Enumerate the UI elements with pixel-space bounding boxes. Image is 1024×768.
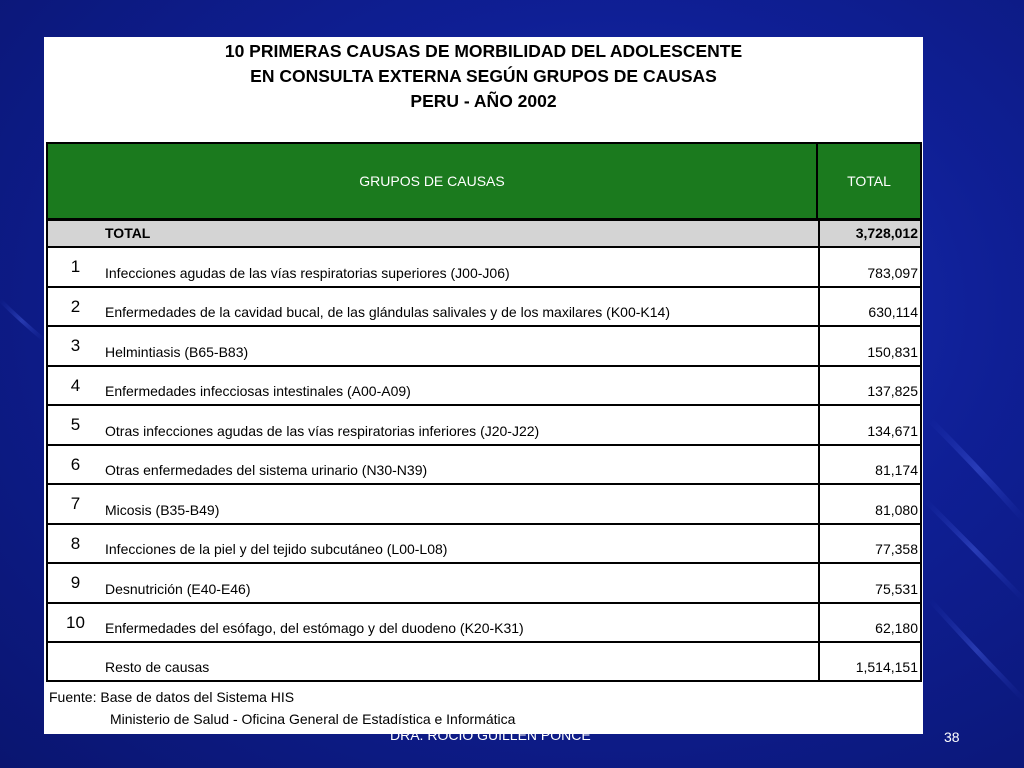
row-value-cell: 62,180 [818, 603, 920, 641]
row-rank: 9 [70, 573, 81, 592]
row-value-cell: 783,097 [818, 248, 920, 286]
table-total-row: TOTAL 3,728,012 [48, 221, 920, 248]
row-cause: Enfermedades de la cavidad bucal, de las… [105, 304, 670, 320]
table-row: 4 Enfermedades infecciosas intestinales … [48, 366, 920, 406]
row-cause: Infecciones agudas de las vías respirato… [105, 264, 510, 281]
row-rank: 1 [70, 257, 81, 276]
row-cause: Desnutrición (E40-E46) [105, 580, 251, 597]
table-row: 2 Enfermedades de la cavidad bucal, de l… [48, 287, 920, 327]
row-value-cell: 137,825 [818, 366, 920, 404]
table-row: 6 Otras enfermedades del sistema urinari… [48, 445, 920, 485]
morbidity-table: GRUPOS DE CAUSAS TOTAL TOTAL 3,728,012 1… [46, 142, 922, 682]
title-line-3: PERU - AÑO 2002 [410, 91, 557, 111]
row-value: 134,671 [867, 422, 918, 439]
row-value-cell: 630,114 [818, 287, 920, 325]
row-value: 62,180 [875, 620, 918, 636]
table-row: 1 Infecciones agudas de las vías respira… [48, 248, 920, 288]
table-row: 10 Enfermedades del esófago, del estómag… [48, 603, 920, 643]
source-note: Fuente: Base de datos del Sistema HIS Mi… [49, 686, 515, 730]
row-cause: Enfermedades infecciosas intestinales (A… [105, 383, 411, 399]
row-value: 1,514,151 [855, 659, 918, 675]
table-row: 5 Otras infecciones agudas de las vías r… [48, 406, 920, 446]
row-cause: Helmintiasis (B65-B83) [105, 343, 249, 360]
row-cause: Infecciones de la piel y del tejido subc… [105, 541, 448, 557]
row-value: 150,831 [867, 343, 918, 360]
row-cause: Resto de causas [105, 659, 210, 675]
row-rank: 7 [70, 494, 81, 513]
row-rank: 8 [70, 533, 81, 553]
title-line-1: 10 PRIMERAS CAUSAS DE MORBILIDAD DEL ADO… [224, 41, 743, 61]
row-value: 81,174 [875, 462, 918, 478]
source-line-1: Fuente: Base de datos del Sistema HIS [49, 689, 295, 705]
table-row: 7 Micosis (B35-B49) 81,080 [48, 485, 920, 525]
row-value-cell: 75,531 [818, 564, 920, 602]
row-value-cell: 81,080 [818, 485, 920, 523]
row-value-cell: 1,514,151 [818, 643, 920, 680]
row-value-cell: 77,358 [818, 524, 920, 562]
row-value: 783,097 [867, 264, 918, 281]
row-rank: 4 [70, 375, 81, 395]
total-row-value-cell: 3,728,012 [818, 221, 920, 246]
row-value: 630,114 [868, 304, 918, 320]
row-cause: Enfermedades del esófago, del estómago y… [105, 620, 524, 636]
title-line-2: EN CONSULTA EXTERNA SEGÚN GRUPOS DE CAUS… [250, 66, 717, 86]
table-row: 3 Helmintiasis (B65-B83) 150,831 [48, 327, 920, 367]
slide-title: 10 PRIMERAS CAUSAS DE MORBILIDAD DEL ADO… [44, 39, 923, 114]
row-value-cell: 134,671 [818, 406, 920, 444]
slide-content-panel: 10 PRIMERAS CAUSAS DE MORBILIDAD DEL ADO… [44, 37, 923, 734]
table-row: 9 Desnutrición (E40-E46) 75,531 [48, 564, 920, 604]
total-row-value: 3,728,012 [855, 225, 918, 241]
table-header-row: GRUPOS DE CAUSAS TOTAL [48, 144, 920, 221]
row-value: 81,080 [875, 501, 918, 518]
row-value-cell: 150,831 [818, 327, 920, 365]
footer-author: DRA. ROCIO GUILLEN PONCE [390, 727, 591, 743]
row-rank: 5 [70, 415, 81, 434]
row-cause: Otras infecciones agudas de las vías res… [105, 422, 540, 439]
row-value: 77,358 [875, 541, 918, 557]
row-rank: 2 [70, 296, 81, 316]
source-line-2: Ministerio de Salud - Oficina General de… [110, 711, 516, 727]
row-value-cell: 81,174 [818, 445, 920, 483]
header-cause-groups: GRUPOS DE CAUSAS [48, 144, 818, 218]
row-cause: Otras enfermedades del sistema urinario … [105, 462, 428, 478]
table-row: Resto de causas 1,514,151 [48, 643, 920, 680]
header-total: TOTAL [847, 173, 891, 189]
slide-page-number: 38 [944, 729, 960, 745]
row-cause: Micosis (B35-B49) [105, 501, 220, 518]
total-row-label: TOTAL [105, 225, 151, 241]
table-row: 8 Infecciones de la piel y del tejido su… [48, 524, 920, 564]
row-rank: 10 [66, 612, 85, 632]
row-value: 137,825 [867, 383, 918, 399]
row-rank: 6 [70, 454, 81, 474]
row-rank: 3 [70, 336, 81, 355]
row-value: 75,531 [875, 580, 918, 597]
